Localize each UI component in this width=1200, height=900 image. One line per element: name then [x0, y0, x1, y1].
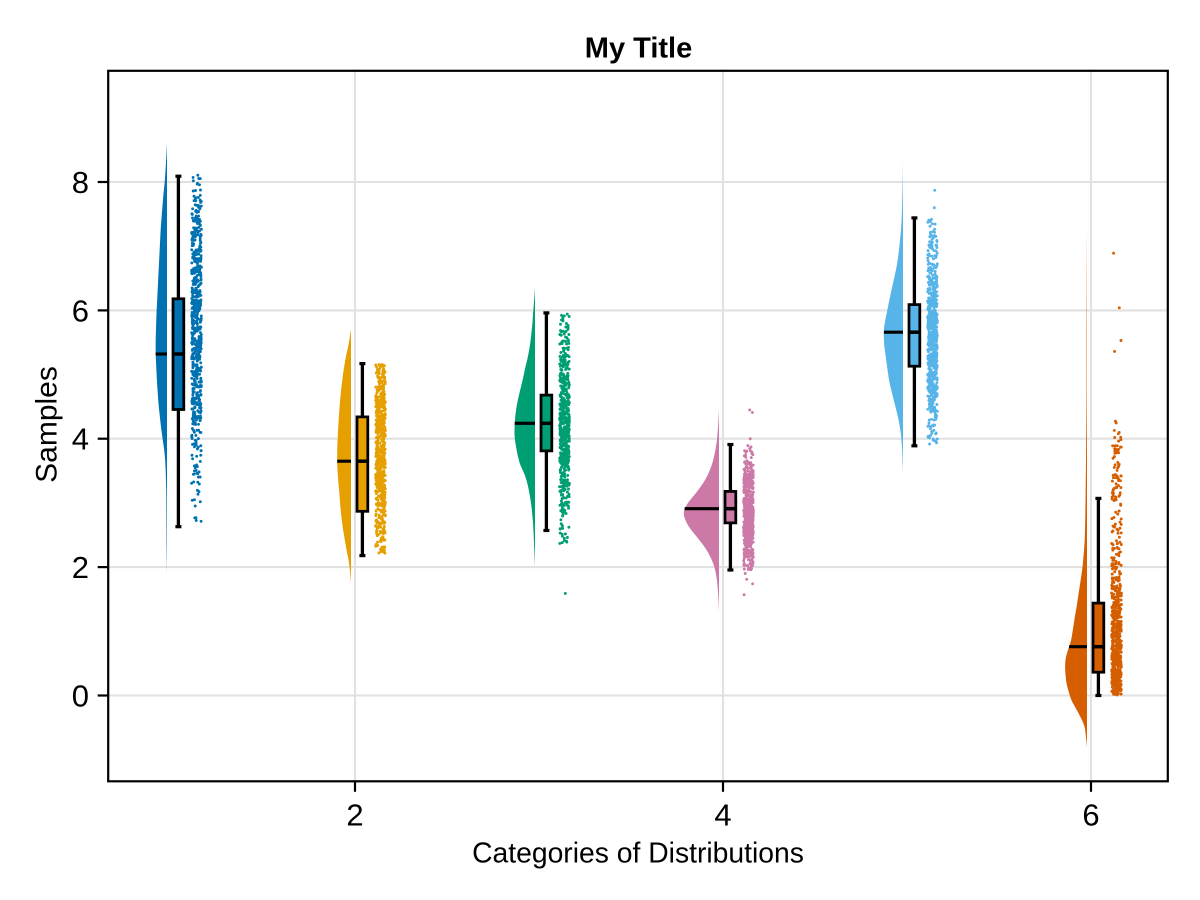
svg-text:My Title: My Title: [585, 33, 692, 65]
svg-text:8: 8: [72, 165, 89, 200]
svg-text:6: 6: [1082, 797, 1099, 832]
svg-text:4: 4: [72, 422, 89, 457]
svg-text:6: 6: [72, 293, 89, 328]
svg-text:2: 2: [346, 797, 363, 832]
svg-text:Samples: Samples: [31, 366, 64, 483]
svg-text:2: 2: [72, 550, 89, 585]
svg-text:0: 0: [72, 679, 89, 714]
svg-text:4: 4: [714, 797, 731, 832]
svg-text:Categories of Distributions: Categories of Distributions: [472, 837, 804, 869]
